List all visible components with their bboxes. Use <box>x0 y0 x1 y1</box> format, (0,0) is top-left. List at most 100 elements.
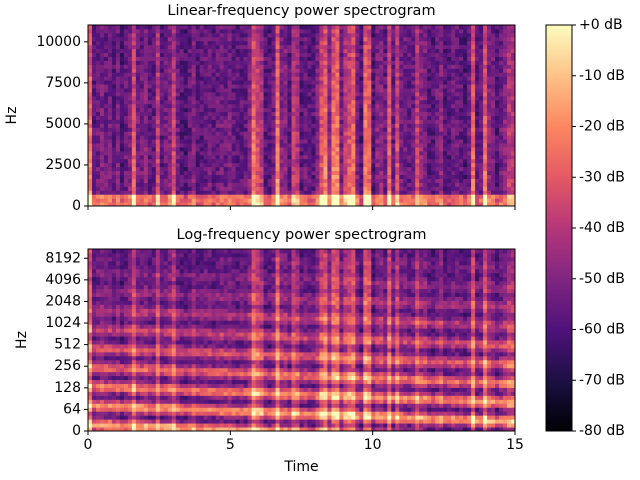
spectrogram-cell <box>283 32 289 38</box>
spectrogram-cell <box>191 107 197 113</box>
spectrogram-cell <box>167 162 173 168</box>
spectrogram-cell <box>339 36 344 42</box>
spectrogram-cell <box>471 68 476 73</box>
spectrogram-cell <box>423 182 428 187</box>
spectrogram-cell <box>343 194 348 199</box>
spectrogram-cell <box>95 162 101 168</box>
spectrogram-cell <box>471 40 476 46</box>
spectrogram-cell <box>287 190 293 195</box>
spectrogram-cell <box>371 131 376 136</box>
spectrogram-cell <box>495 123 500 128</box>
spectrogram-cell <box>335 56 340 61</box>
spectrogram-cell <box>371 182 376 187</box>
spectrogram-cell <box>171 111 177 116</box>
spectrogram-cell <box>307 64 312 69</box>
spectrogram-cell <box>511 150 516 156</box>
spectrogram-cell <box>435 68 440 73</box>
spectrogram-cell <box>88 146 93 152</box>
spectrogram-cell <box>387 25 392 30</box>
spectrogram-cell <box>395 48 400 54</box>
spectrogram-cell <box>91 154 97 160</box>
spectrogram-cell <box>503 72 508 77</box>
spectrogram-cell <box>215 36 221 42</box>
spectrogram-cell <box>211 178 217 183</box>
spectrogram-cell <box>107 36 113 42</box>
spectrogram-cell <box>95 84 101 89</box>
spectrogram-cell <box>315 170 320 176</box>
spectrogram-cell <box>483 154 488 160</box>
spectrogram-cell <box>107 143 113 148</box>
spectrogram-cell <box>451 135 456 140</box>
spectrogram-cell <box>455 87 460 93</box>
spectrogram-cell <box>471 95 476 101</box>
spectrogram-cell <box>88 174 93 179</box>
spectrogram-cell <box>111 72 117 77</box>
spectrogram-cell <box>95 143 101 148</box>
spectrogram-cell <box>367 25 372 30</box>
spectrogram-cell <box>207 103 213 109</box>
spectrogram-cell <box>191 146 197 152</box>
spectrogram-cell <box>127 28 133 34</box>
spectrogram-cell <box>511 178 516 183</box>
spectrogram-cell <box>387 190 392 195</box>
spectrogram-cell <box>103 25 109 30</box>
spectrogram-cell <box>187 103 193 109</box>
spectrogram-cell <box>351 84 356 89</box>
spectrogram-cell <box>347 166 352 172</box>
spectrogram-cell <box>287 111 293 116</box>
spectrogram-cell <box>463 182 468 187</box>
spectrogram-cell <box>459 119 464 124</box>
spectrogram-cell <box>155 182 161 187</box>
spectrogram-cell <box>427 76 432 81</box>
spectrogram-cell <box>95 91 101 97</box>
spectrogram-cell <box>303 36 308 42</box>
spectrogram-cell <box>295 182 301 187</box>
spectrogram-cell <box>443 135 448 140</box>
spectrogram-cell <box>243 28 249 34</box>
spectrogram-cell <box>507 186 512 191</box>
spectrogram-cell <box>435 36 440 42</box>
spectrogram-cell <box>383 178 388 183</box>
spectrogram-cell <box>123 123 129 128</box>
spectrogram-cell <box>107 44 113 50</box>
spectrogram-cell <box>343 131 348 136</box>
spectrogram-cell <box>395 170 400 176</box>
spectrogram-cell <box>191 139 197 144</box>
spectrogram-cell <box>503 60 508 65</box>
spectrogram-cell <box>203 87 209 93</box>
spectrogram-cell <box>395 32 400 38</box>
spectrogram-cell <box>271 95 277 101</box>
spectrogram-cell <box>379 95 384 101</box>
spectrogram-cell <box>239 194 245 199</box>
spectrogram-cell <box>255 190 261 195</box>
spectrogram-cell <box>431 107 436 113</box>
spectrogram-cell <box>363 44 368 50</box>
spectrogram-cell <box>335 36 340 42</box>
spectrogram-cell <box>195 107 201 113</box>
spectrogram-cell <box>103 95 109 101</box>
spectrogram-cell <box>351 186 356 191</box>
spectrogram-cell <box>219 87 225 93</box>
spectrogram-cell <box>411 44 416 50</box>
spectrogram-cell <box>291 170 297 176</box>
spectrogram-cell <box>251 182 257 187</box>
spectrogram-cell <box>183 87 189 93</box>
spectrogram-cell <box>463 95 468 101</box>
spectrogram-cell <box>115 115 121 120</box>
spectrogram-cell <box>88 324 93 329</box>
spectrogram-cell <box>375 182 380 187</box>
spectrogram-cell <box>423 80 428 85</box>
spectrogram-cell <box>471 91 476 97</box>
spectrogram-cell <box>491 76 496 81</box>
spectrogram-cell <box>347 170 352 176</box>
spectrogram-cell <box>215 25 221 30</box>
spectrogram-cell <box>255 80 261 85</box>
spectrogram-cell <box>147 52 153 57</box>
spectrogram-cell <box>263 44 269 50</box>
spectrogram-cell <box>383 87 388 93</box>
spectrogram-cell <box>139 107 145 113</box>
spectrogram-cell <box>295 190 301 195</box>
spectrogram-cell <box>347 174 352 179</box>
spectrogram-cell <box>199 103 205 109</box>
spectrogram-cell <box>387 52 392 57</box>
